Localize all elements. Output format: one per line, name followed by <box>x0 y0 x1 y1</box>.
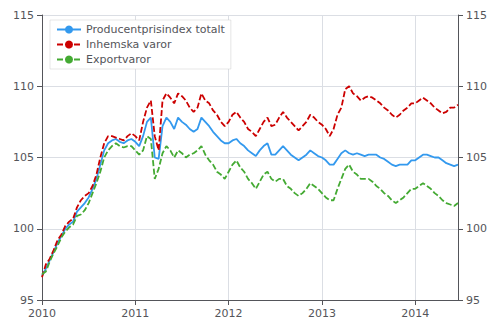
svg-text:Inhemska varor: Inhemska varor <box>86 38 172 51</box>
svg-text:95: 95 <box>20 294 34 307</box>
svg-text:110: 110 <box>13 80 34 93</box>
svg-text:2012: 2012 <box>215 307 243 320</box>
svg-text:2013: 2013 <box>308 307 336 320</box>
svg-text:100: 100 <box>13 222 34 235</box>
svg-text:115: 115 <box>466 9 487 22</box>
svg-text:2014: 2014 <box>401 307 429 320</box>
svg-text:Exportvaror: Exportvaror <box>86 53 151 66</box>
svg-text:105: 105 <box>466 151 487 164</box>
svg-text:2011: 2011 <box>121 307 149 320</box>
svg-text:Producentprisindex totalt: Producentprisindex totalt <box>86 23 226 36</box>
svg-text:95: 95 <box>466 294 480 307</box>
svg-text:115: 115 <box>13 9 34 22</box>
svg-text:2010: 2010 <box>28 307 56 320</box>
svg-text:100: 100 <box>466 222 487 235</box>
svg-text:105: 105 <box>13 151 34 164</box>
svg-text:110: 110 <box>466 80 487 93</box>
